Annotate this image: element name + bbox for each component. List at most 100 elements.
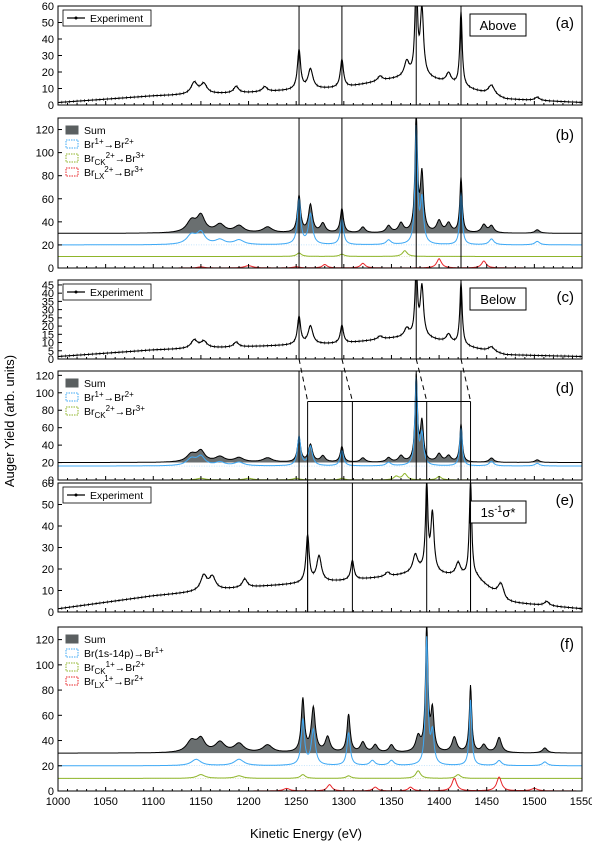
legend-swatch-1	[65, 139, 79, 149]
y-tick-label: 60	[42, 710, 54, 722]
x-tick-label: 1150	[189, 796, 213, 808]
axes-frame-f	[57, 626, 583, 792]
y-tick-label: 40	[42, 34, 54, 46]
legend-swatch-3	[65, 167, 79, 177]
plot-area-e	[58, 483, 582, 611]
condition-label: 1s-1σ*	[481, 504, 516, 520]
x-tick-label: 1400	[427, 796, 451, 808]
series-line-b-0	[58, 118, 582, 234]
y-tick-label: 40	[42, 288, 54, 300]
panel-tag: (f)	[560, 636, 574, 653]
x-tick-label: 1550	[570, 796, 592, 808]
y-tick-label: 20	[42, 321, 54, 333]
plot-area-b	[58, 118, 582, 268]
y-tick-label: 40	[42, 736, 54, 748]
legend-label-2: BrCK​2+​→Br3+​	[84, 151, 145, 167]
condition-box	[469, 13, 527, 37]
panel-tag: (d)	[556, 380, 574, 397]
legend-frame	[62, 486, 152, 504]
y-tick-label: 60	[42, 423, 54, 435]
y-tick-label: 80	[42, 171, 54, 183]
series-fill-3	[58, 776, 582, 791]
series-fill-2	[58, 250, 582, 257]
x-tick-label: 1350	[379, 796, 403, 808]
overlay-lines	[298, 358, 472, 612]
y-tick-label: 0	[48, 475, 54, 487]
y-tick-label: 100	[36, 388, 54, 400]
plot-area-d	[58, 373, 582, 480]
legend-swatch-2	[65, 406, 79, 416]
y-tick-label: 60	[42, 478, 54, 490]
peak-shift-connector	[298, 358, 309, 402]
legend-label-2: BrCK​1+​→Br2+​	[84, 660, 145, 676]
panel-tag: (b)	[556, 127, 574, 144]
y-tick-label: 30	[42, 305, 54, 317]
series-line-f-1	[58, 636, 582, 767]
legend-frame	[62, 283, 152, 301]
panel-b: 0 20 40 60 80 100 120 (b) SumBr1+​→Br2+​BrCK​2+​…	[36, 117, 583, 275]
y-tick-label: 10	[42, 338, 54, 350]
y-tick-label: 0	[48, 354, 54, 366]
y-tick-label: 20	[42, 564, 54, 576]
condition-label: Below	[480, 292, 516, 307]
series-line-f-0	[58, 627, 582, 754]
legend-marker	[74, 290, 78, 294]
legend-swatch-1	[65, 648, 79, 658]
series-fill-1	[58, 377, 582, 467]
legend-label-1: Br(1s-14p)→Br1+​	[84, 646, 164, 660]
y-tick-label: 20	[42, 67, 54, 79]
y-tick-label: 0	[48, 786, 54, 798]
series-line-b-3	[58, 258, 582, 268]
x-tick-label: 1250	[284, 796, 308, 808]
y-tick-label: 40	[42, 521, 54, 533]
y-tick-label: 0	[48, 263, 54, 275]
panel-a: 0 10 20 30 40 50 60 (a) Above Experiment	[42, 1, 583, 112]
legend-swatch-3	[65, 676, 79, 686]
condition-box	[469, 500, 527, 524]
series-fill-sum	[58, 627, 582, 754]
x-tick-label: 1300	[332, 796, 356, 808]
y-tick-label: 20	[42, 458, 54, 470]
y-tick-label: 30	[42, 543, 54, 555]
legend-swatch-1	[65, 392, 79, 402]
plot-area-a	[58, 6, 582, 104]
legend-a: Experiment	[62, 9, 152, 27]
y-tick-label: 100	[36, 148, 54, 160]
axes-frame-d	[57, 370, 583, 481]
legend-label-3: BrLX​1+​→Br2+​	[84, 674, 144, 690]
y-tick-label: 0	[48, 100, 54, 112]
panels: 0102030405060(a)AboveExperiment020406080…	[36, 1, 592, 808]
peak-shift-connector	[415, 358, 428, 402]
x-tick-label: 1100	[141, 796, 165, 808]
legend-label-1: Br1+​→Br2+​	[84, 390, 134, 404]
y-tick-label: 80	[42, 685, 54, 697]
y-tick-label: 120	[36, 125, 54, 137]
y-tick-label: 0	[48, 607, 54, 619]
y-tick-label: 45	[42, 280, 54, 292]
legend-swatch-0	[65, 634, 79, 644]
y-tick-label: 50	[42, 18, 54, 30]
y-tick-label: 15	[42, 329, 54, 341]
legend-marker	[74, 493, 78, 497]
y-tick-label: 35	[42, 296, 54, 308]
legend-swatch-0	[65, 378, 79, 388]
legend-marker	[74, 16, 78, 20]
plot-area-f	[58, 627, 582, 791]
condition-label: Above	[480, 18, 517, 33]
legend-swatch-2	[65, 662, 79, 672]
legend-label-experiment: Experiment	[90, 490, 143, 502]
y-tick-label: 10	[42, 84, 54, 96]
condition-box	[469, 287, 527, 311]
legend-f: SumBr(1s-14p)→Br1+​BrCK​1+​→Br2+​BrLX​1+…	[65, 634, 164, 690]
legend-frame	[62, 9, 152, 27]
y-tick-label: 80	[42, 405, 54, 417]
y-tick-label: 100	[36, 660, 54, 672]
y-tick-label: 20	[42, 761, 54, 773]
y-tick-label: 40	[42, 440, 54, 452]
x-tick-label: 1200	[236, 796, 260, 808]
y-tick-label: 40	[42, 217, 54, 229]
series-line-f-2	[58, 770, 582, 779]
series-line-b-1	[58, 124, 582, 246]
legend-label-1: Br1+​→Br2+​	[84, 137, 134, 151]
